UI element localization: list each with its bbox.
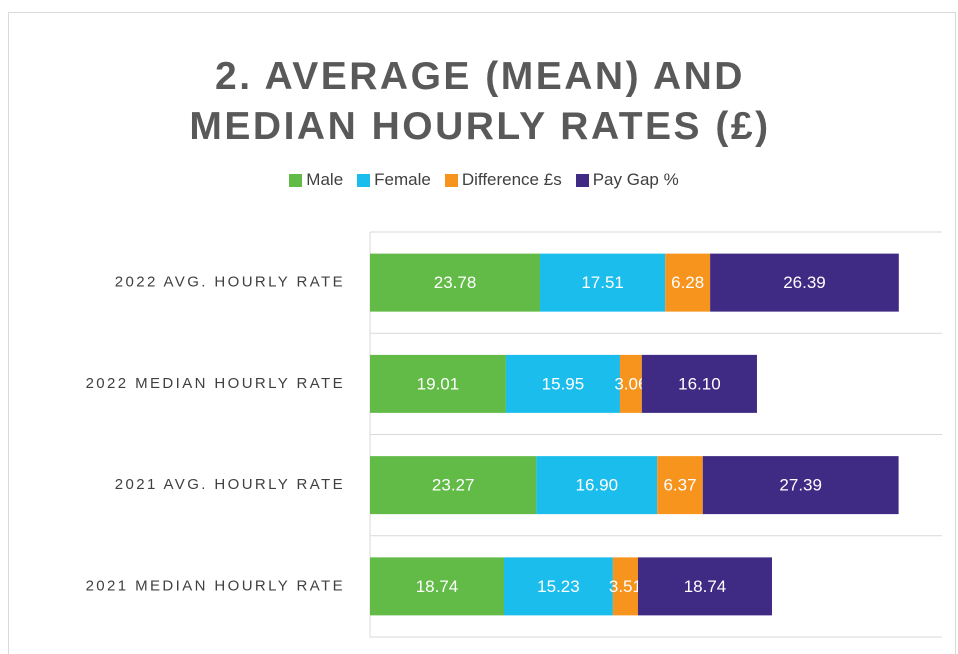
legend-item: Female: [357, 170, 431, 190]
legend-swatch: [444, 173, 458, 187]
legend-swatch: [357, 173, 371, 187]
data-label: 26.39: [783, 273, 826, 292]
data-label: 3.51: [609, 577, 642, 596]
data-label: 19.01: [417, 374, 460, 393]
chart-frame: [8, 12, 956, 654]
y-tick-label: 2022 AVG. HOURLY RATE: [115, 274, 345, 291]
bar-segment: [637, 557, 772, 616]
legend-item: Difference £s: [444, 170, 562, 190]
y-tick-label: 2022 MEDIAN HOURLY RATE: [86, 375, 345, 392]
chart-title: 2. AVERAGE (MEAN) AND MEDIAN HOURLY RATE…: [189, 55, 771, 148]
bar-segment: [710, 253, 899, 312]
data-label: 15.95: [542, 374, 585, 393]
data-label: 16.10: [678, 374, 721, 393]
legend-swatch: [575, 173, 589, 187]
data-label: 23.78: [434, 273, 477, 292]
bar-segment: [370, 456, 537, 515]
y-tick-label: 2021 MEDIAN HOURLY RATE: [86, 577, 345, 594]
bar-segment: [505, 354, 620, 413]
data-label: 18.74: [684, 577, 727, 596]
bar-segment: [702, 456, 899, 515]
legend-label: Male: [306, 170, 344, 189]
y-tick-label: 2021 AVG. HOURLY RATE: [115, 476, 345, 493]
legend: Male Female Difference £s Pay Gap %: [0, 170, 958, 190]
legend-swatch: [289, 173, 303, 187]
legend-label: Difference £s: [461, 170, 562, 189]
data-label: 6.37: [663, 476, 696, 495]
bar-segment: [540, 253, 666, 312]
data-label: 3.06: [614, 374, 647, 393]
data-label: 23.27: [432, 476, 475, 495]
bar-segment: [641, 354, 757, 413]
bar-segment: [503, 557, 613, 616]
data-label: 16.90: [576, 476, 619, 495]
data-label: 6.28: [671, 273, 704, 292]
data-label: 15.23: [537, 577, 580, 596]
legend-item: Male: [289, 170, 343, 190]
bar-segment: [370, 253, 541, 312]
bar-segment: [657, 456, 703, 515]
legend-label: Pay Gap %: [592, 170, 679, 189]
data-label: 27.39: [779, 476, 822, 495]
bar-segment: [536, 456, 658, 515]
bar-segment: [612, 557, 638, 616]
legend-label: Female: [374, 170, 431, 189]
legend-item: Pay Gap %: [575, 170, 679, 190]
data-label: 18.74: [416, 577, 459, 596]
data-label: 17.51: [581, 273, 624, 292]
bar-segment: [370, 557, 504, 616]
bar-segment: [619, 354, 642, 413]
bar-segment: [665, 253, 711, 312]
bar-segment: [370, 354, 506, 413]
